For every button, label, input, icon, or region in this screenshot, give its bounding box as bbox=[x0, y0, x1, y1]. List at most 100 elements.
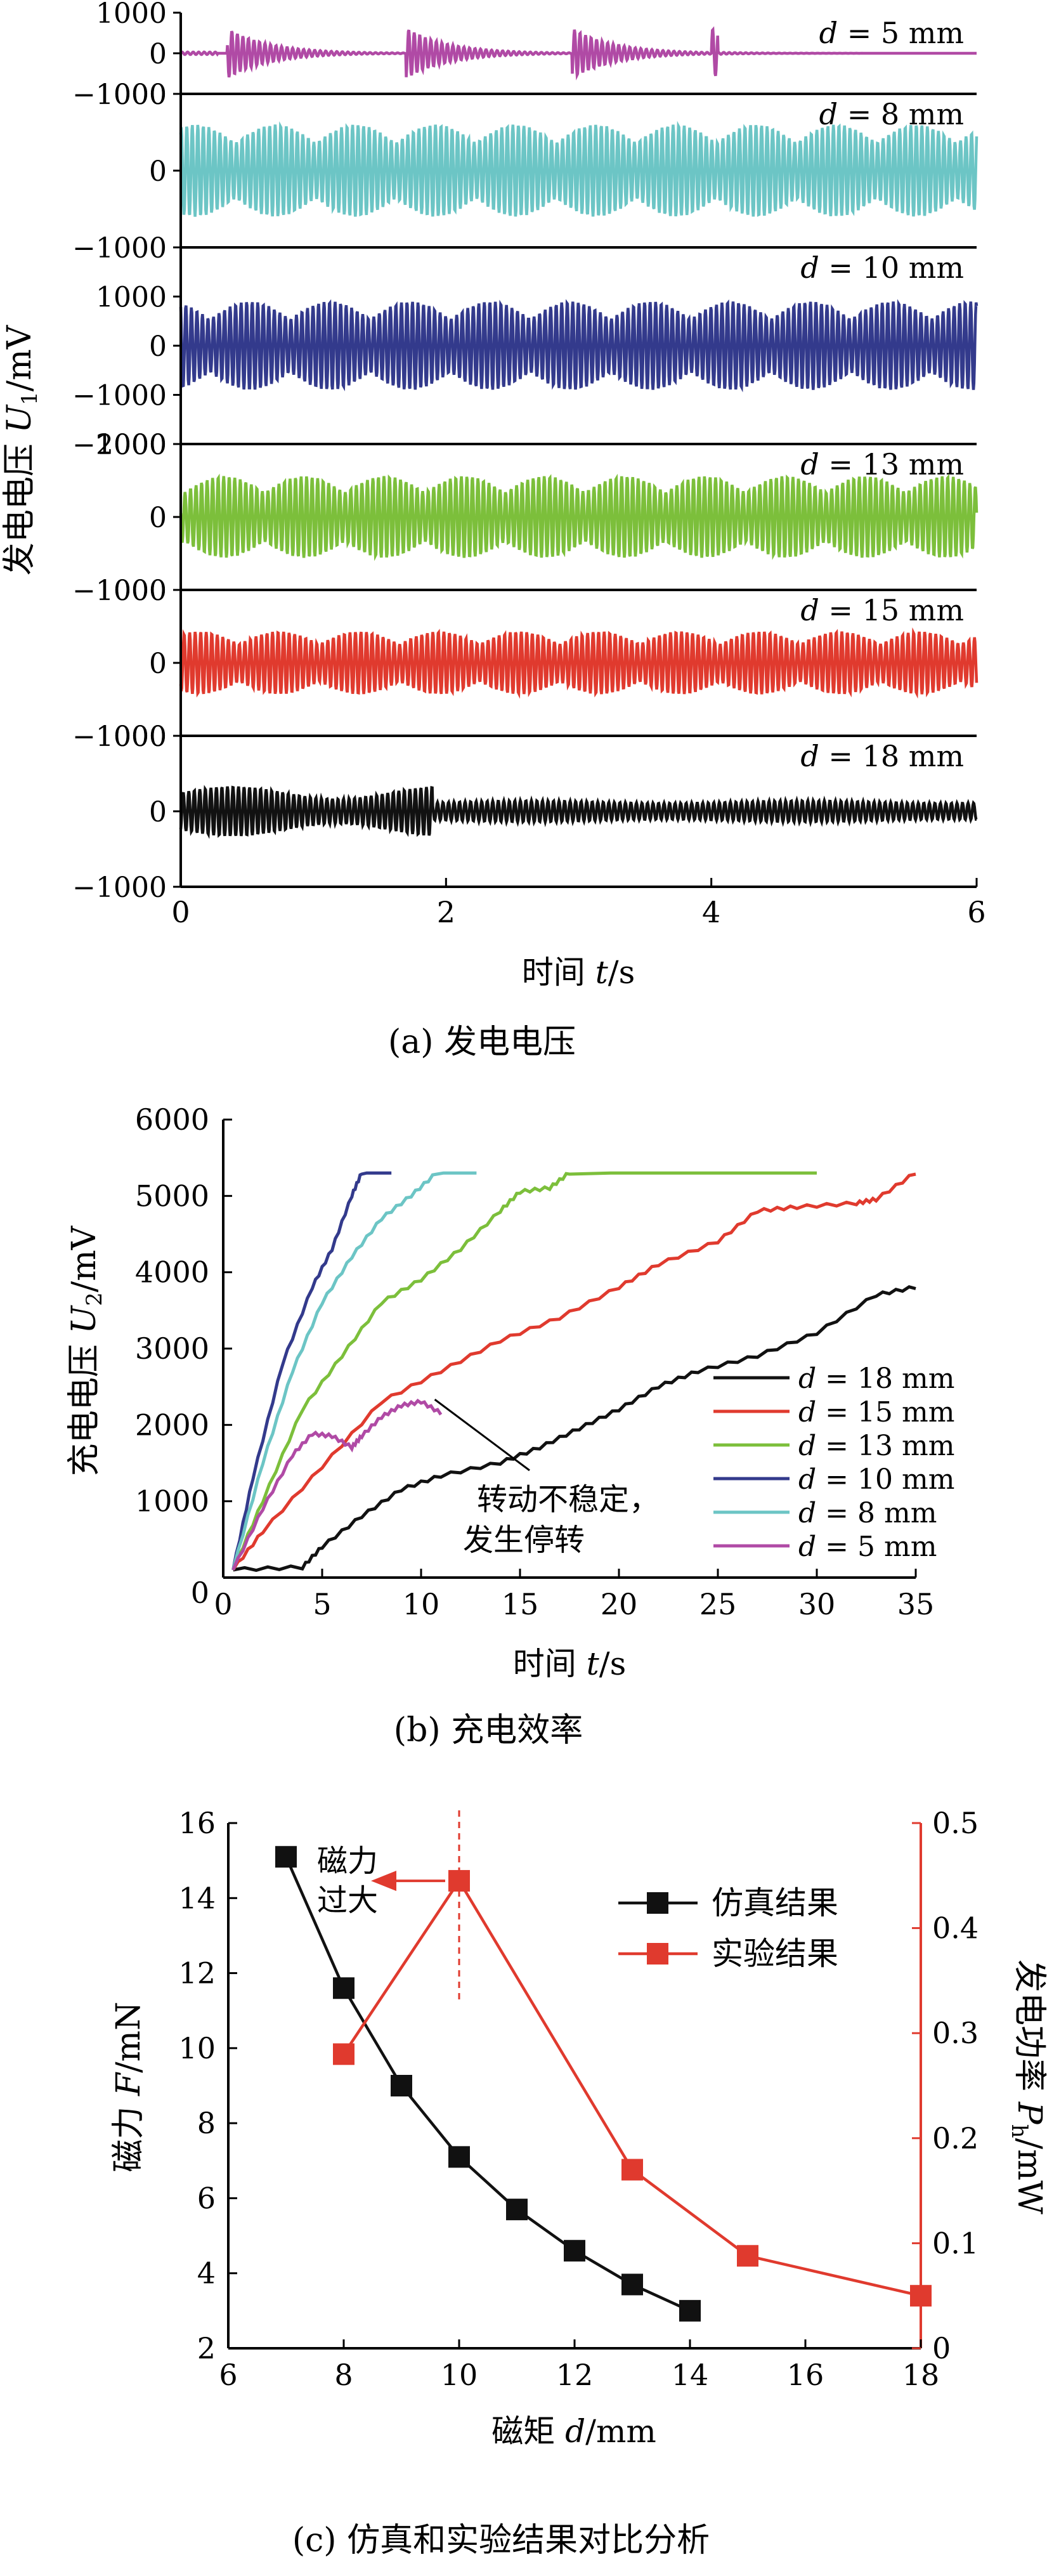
x-tick-label: 30 bbox=[798, 1587, 836, 1621]
legend-label-0: 仿真结果 bbox=[712, 1885, 838, 1921]
annotation-text-line2: 过大 bbox=[317, 1883, 378, 1918]
y-tick-label: 0 bbox=[149, 155, 167, 188]
left-y-tick-label: 16 bbox=[178, 1806, 216, 1840]
series-marker-1 bbox=[621, 2159, 643, 2181]
y-label-var: U bbox=[1, 404, 39, 433]
right-y-axis-label: 发电功率 Ph/mW bbox=[1006, 1959, 1047, 2214]
y-label-prefix: 发电电压 bbox=[1, 433, 39, 576]
x-axis-label: 时间 t/s bbox=[513, 1645, 627, 1682]
x-label-unit: /mm bbox=[585, 2413, 656, 2450]
legend-var: d bbox=[798, 1497, 816, 1529]
y-tick-label: 1000 bbox=[96, 429, 167, 461]
left-y-label-var: F bbox=[110, 2072, 148, 2096]
series-marker-0 bbox=[506, 2199, 528, 2221]
y-tick-label: −2000 bbox=[72, 429, 167, 461]
legend-marker-1 bbox=[647, 1943, 668, 1965]
x-tick-label: 5 bbox=[313, 1587, 331, 1621]
left-y-label-prefix: 磁力 bbox=[110, 2096, 148, 2173]
y-tick-label: 1000 bbox=[96, 79, 167, 111]
y-tick-label: 6000 bbox=[135, 1102, 209, 1137]
strip-label-var: d bbox=[800, 251, 819, 285]
charge-series-1 bbox=[231, 1172, 916, 1571]
annotation-pointer bbox=[434, 1399, 530, 1472]
annotation-text-line1: 转动不稳定， bbox=[477, 1482, 660, 1517]
waveform-series-5 bbox=[179, 785, 978, 839]
legend-text: = 5 mm bbox=[816, 1531, 937, 1563]
legend-label-3: d = 10 mm bbox=[798, 1463, 954, 1496]
y-tick-label: −1000 bbox=[72, 232, 167, 265]
caption-c: (c) 仿真和实验结果对比分析 bbox=[292, 2521, 710, 2560]
left-y-tick-label: 6 bbox=[197, 2181, 216, 2215]
strip-label-var: d bbox=[819, 16, 838, 50]
x-label-var: t bbox=[587, 1645, 600, 1682]
right-y-tick-label: 0.5 bbox=[932, 1806, 979, 1840]
y-label-unit: /mV bbox=[1, 324, 39, 391]
series-marker-0 bbox=[275, 1846, 297, 1868]
x-label-prefix: 磁矩 bbox=[491, 2413, 565, 2450]
y-tick-label: −1000 bbox=[72, 721, 167, 753]
y-tick-label: 0 bbox=[149, 796, 167, 828]
panel-b-charging-chart: 0 5 10 15 20 25 30 35 0 1000 2000 3000 4000 5000 6000 d… bbox=[65, 1102, 954, 1749]
legend-marker-0 bbox=[647, 1892, 668, 1914]
left-y-tick-label: 14 bbox=[178, 1881, 216, 1915]
y-axis-label: 充电电压 U2/mV bbox=[65, 1225, 107, 1476]
y-tick-label: 1000 bbox=[96, 721, 167, 753]
left-y-tick-label: 2 bbox=[197, 2331, 216, 2365]
x-tick-label: 35 bbox=[897, 1587, 935, 1621]
charge-series-5 bbox=[231, 1398, 443, 1571]
legend-text: = 8 mm bbox=[816, 1497, 937, 1529]
y-tick-label: 3000 bbox=[135, 1331, 209, 1366]
series-marker-0 bbox=[621, 2273, 643, 2296]
right-y-label-unit: /mW bbox=[1010, 2138, 1047, 2215]
y-tick-label: 0 bbox=[149, 502, 167, 534]
caption-a: (a) 发电电压 bbox=[388, 1023, 576, 1061]
y-label-sub: 2 bbox=[82, 1292, 107, 1306]
strip-d-2: 1000 0 −1000 −2000 d = 10 mm bbox=[72, 251, 979, 461]
strip-label-var: d bbox=[800, 447, 819, 481]
right-y-label-var: P bbox=[1010, 2102, 1047, 2125]
series-marker-0 bbox=[333, 1977, 354, 1999]
series-marker-1 bbox=[910, 2285, 932, 2307]
legend-text: = 15 mm bbox=[816, 1396, 954, 1429]
strip-label-text: = 13 mm bbox=[819, 447, 964, 481]
left-y-tick-label: 12 bbox=[178, 1956, 216, 1991]
strip-label-var: d bbox=[819, 97, 838, 131]
x-tick-label: 6 bbox=[219, 2358, 237, 2392]
y-tick-label: −1000 bbox=[72, 575, 167, 607]
series-marker-0 bbox=[564, 2240, 585, 2262]
strip-label-text: = 10 mm bbox=[819, 251, 964, 285]
y-tick-label: −1000 bbox=[72, 872, 167, 904]
y-tick-label: 4000 bbox=[135, 1255, 209, 1290]
x-tick-label: 25 bbox=[699, 1587, 737, 1621]
x-tick-label: 10 bbox=[441, 2358, 478, 2392]
x-tick-label: 6 bbox=[967, 895, 985, 929]
y-axis-label: 发电电压 U1/mV bbox=[1, 324, 42, 575]
y-tick-label: −1000 bbox=[72, 79, 167, 111]
strip-label: d = 13 mm bbox=[800, 447, 964, 481]
strip-label-text: = 8 mm bbox=[838, 97, 964, 131]
y-tick-label: 1000 bbox=[135, 1484, 209, 1519]
x-tick-label: 4 bbox=[702, 895, 720, 929]
x-tick-label: 8 bbox=[334, 2358, 353, 2392]
x-label-var: t bbox=[595, 954, 609, 991]
right-y-label-sub: h bbox=[1006, 2124, 1032, 2138]
x-axis-label: 时间 t/s bbox=[522, 954, 635, 991]
series-marker-1 bbox=[737, 2245, 758, 2267]
series-marker-1 bbox=[448, 1870, 470, 1892]
waveform-series-2 bbox=[179, 299, 979, 393]
caption-b: (b) 充电效率 bbox=[394, 1711, 583, 1749]
y-label-prefix: 充电电压 bbox=[65, 1334, 103, 1477]
annotation-text-line1: 磁力 bbox=[317, 1843, 378, 1879]
x-tick-label: 15 bbox=[502, 1587, 539, 1621]
legend-label-4: d = 8 mm bbox=[798, 1497, 937, 1529]
strip-d-5: 1000 0 −1000 d = 18 mm bbox=[72, 721, 978, 904]
left-y-axis-label: 磁力 F/mN bbox=[110, 2002, 148, 2173]
strip-label-text: = 5 mm bbox=[838, 16, 964, 50]
right-y-tick-label: 0.4 bbox=[932, 1911, 979, 1945]
strip-d-4: 1000 0 −1000 d = 15 mm bbox=[72, 575, 979, 753]
y-tick-label: 0 bbox=[149, 330, 167, 363]
strip-d-1: 1000 0 −1000 d = 8 mm bbox=[72, 79, 979, 265]
right-y-tick-label: 0.2 bbox=[932, 2121, 979, 2155]
strip-label-text: = 15 mm bbox=[819, 593, 964, 627]
